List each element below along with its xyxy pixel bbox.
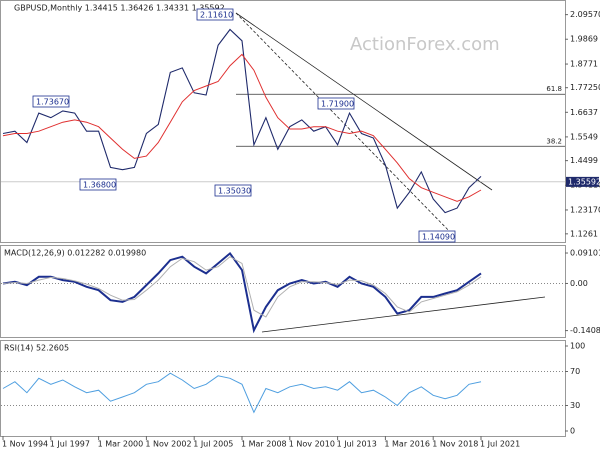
x-tick-label: 1 Nov 2010 [289,440,335,449]
annotation-box [214,184,252,197]
y-tick-label: 1.9869 [570,35,598,44]
macd-trendline [261,296,546,333]
price-title: GBPUSD,Monthly 1.34415 1.36426 1.34331 1… [14,4,225,13]
y-tick-label: 1.1261 [570,229,598,238]
x-tick-label: 1 Nov 1994 [2,440,48,449]
annotation: 1.36800 [83,181,116,190]
y-tick-label: 1.77250 [570,83,600,92]
y-tick-label: 100 [570,342,585,351]
trendline [235,12,493,191]
annotation-box [196,8,234,21]
series-line [2,28,482,214]
fib-label: 61.8 [546,85,562,93]
y-tick-label: 2.09570 [570,10,600,19]
x-tick-label: 1 Jul 2005 [193,440,233,449]
y-tick-label: 1.8771 [570,60,598,69]
y-tick-label: 70 [570,367,580,376]
y-tick-label: 0 [570,426,575,435]
price-panel [0,0,566,243]
series-line [2,372,482,414]
macd-panel [0,245,566,338]
annotation: 1.14090 [422,233,455,242]
x-tick-label: 1 Nov 2002 [145,440,191,449]
annotation: 1.71900 [321,100,354,109]
y-tick-label: 0.00 [570,279,588,288]
series-line [2,256,482,318]
annotation-box [79,178,117,191]
y-tick-label: 1.6637 [570,108,598,117]
annotation-box [317,97,355,110]
annotation-box [418,230,456,243]
x-tick-label: 1 Jul 2021 [480,440,520,449]
last-price-label: 1.35592 [568,177,600,186]
macd-title: MACD(12,26,9) 0.012282 0.019980 [4,249,146,258]
y-tick-label: 1.4499 [570,156,598,165]
rsi-panel [0,340,566,437]
annotation: 1.35030 [218,187,251,196]
series-line [2,53,482,202]
annotation: 1.73670 [36,98,69,107]
y-tick-label: 30 [570,401,580,410]
x-tick-label: 1 Mar 2008 [241,440,287,449]
x-tick-label: 1 Jul 2013 [337,440,377,449]
y-tick-label: 1.23170 [570,205,600,214]
last-price-box [566,176,599,187]
fib-label: 38.2 [546,137,562,145]
x-tick-label: 1 Jul 1997 [50,440,90,449]
watermark: ActionForex.com [350,34,500,55]
series-line [2,251,482,334]
x-tick-label: 1 Mar 2016 [384,440,430,449]
y-tick-label: 1.5549 [570,132,598,141]
rsi-title: RSI(14) 52.2605 [4,344,69,353]
y-tick-label: -0.140843 [570,326,600,335]
y-tick-label: 0.091015 [570,249,600,258]
annotation: 2.11610 [200,11,233,20]
x-tick-label: 1 Mar 2000 [98,440,144,449]
x-tick-label: 1 Nov 2018 [432,440,478,449]
annotation-box [32,95,70,108]
